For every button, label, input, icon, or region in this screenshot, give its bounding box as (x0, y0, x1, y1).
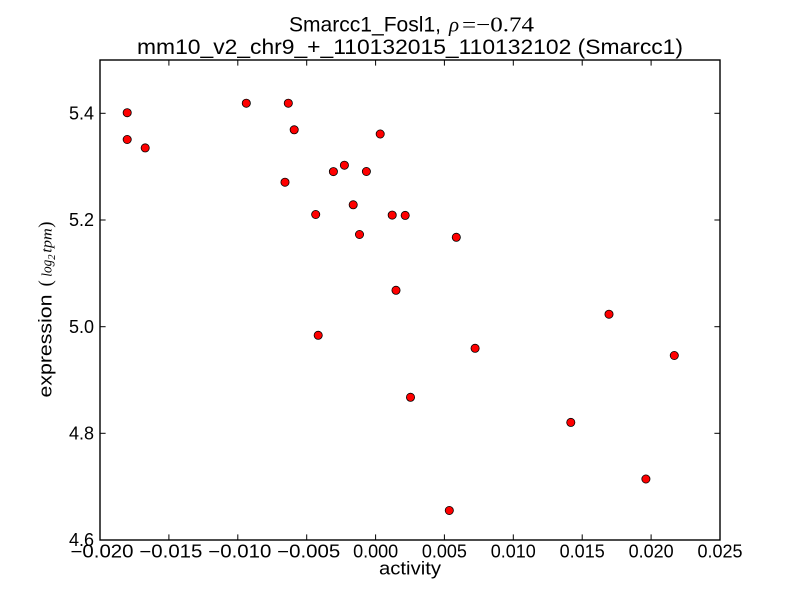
svg-text:expression: expression (36, 295, 56, 398)
svg-text:log: log (40, 259, 56, 276)
svg-text:0.005: 0.005 (422, 541, 467, 561)
svg-text:−0.015: −0.015 (139, 541, 202, 561)
svg-text:activity: activity (379, 559, 441, 579)
svg-text:5.2: 5.2 (69, 210, 94, 230)
svg-text:mm10_v2_chr9_+_110132015_11013: mm10_v2_chr9_+_110132015_110132102 (Smar… (137, 36, 683, 59)
svg-text:−0.020: −0.020 (71, 541, 134, 561)
svg-text:0.000: 0.000 (353, 541, 398, 561)
svg-text:4.6: 4.6 (69, 530, 94, 550)
svg-text:2: 2 (47, 254, 58, 260)
svg-text:): ) (37, 222, 57, 228)
svg-text:tpm: tpm (40, 228, 56, 253)
svg-text:0.010: 0.010 (491, 541, 536, 561)
svg-text:−0.005: −0.005 (277, 541, 340, 561)
svg-text:4.8: 4.8 (69, 423, 94, 443)
svg-text:5.4: 5.4 (69, 103, 94, 123)
svg-text:5.0: 5.0 (69, 317, 94, 337)
svg-text:0.015: 0.015 (560, 541, 605, 561)
svg-text:Smarcc1_Fosl1,: Smarcc1_Fosl1, (289, 13, 441, 36)
svg-text:=−0.74: =−0.74 (462, 12, 535, 36)
svg-text:−0.010: −0.010 (208, 541, 271, 561)
svg-text:(: ( (37, 280, 57, 286)
svg-text:0.020: 0.020 (629, 541, 674, 561)
svg-text:0.025: 0.025 (697, 541, 742, 561)
svg-text:ρ: ρ (448, 12, 459, 36)
